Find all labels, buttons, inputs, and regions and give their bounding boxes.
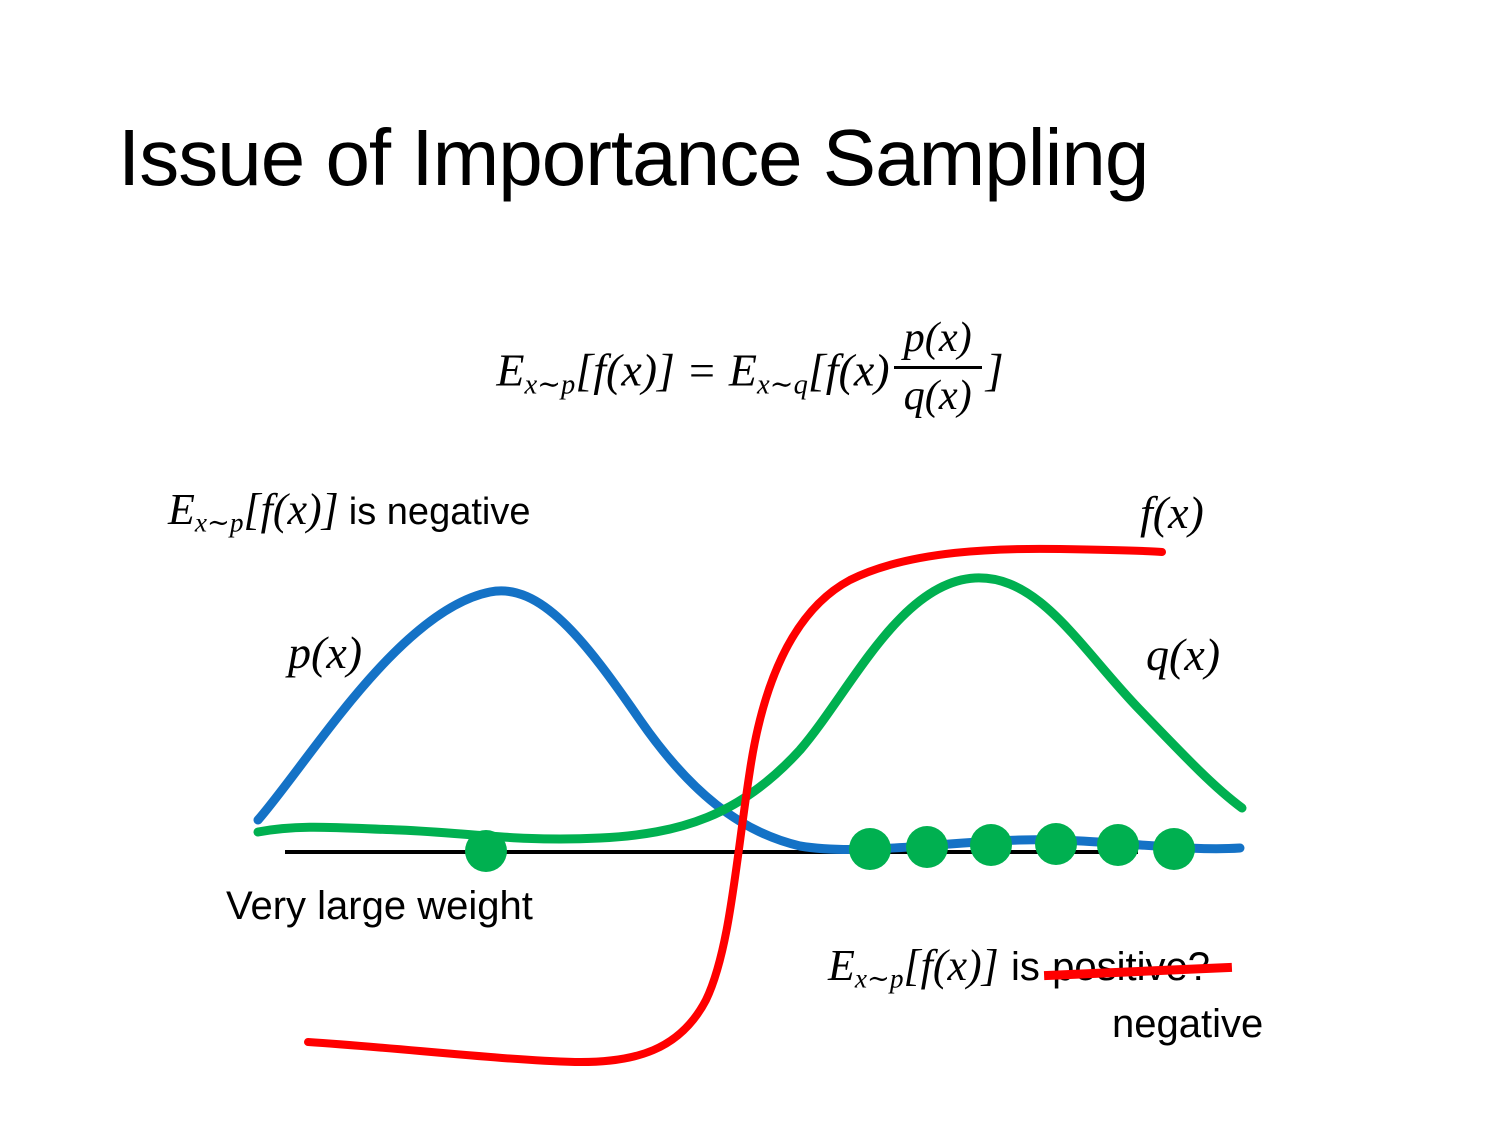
- formula-rhs-close: ]: [985, 344, 1004, 396]
- q-curve: [253, 573, 1247, 844]
- formula-rhs-subscript: x∼q: [757, 369, 808, 401]
- right-expectation-is: is: [1011, 945, 1040, 989]
- p-curve: [253, 586, 1245, 855]
- sample-dot: [1153, 828, 1195, 870]
- left-expectation-tail: is negative: [348, 491, 531, 533]
- f-curve: [304, 544, 1166, 1067]
- right-expectation-subscript: x∼p: [854, 963, 904, 994]
- q-curve-label: q(x): [1146, 629, 1221, 680]
- f-curve-label: f(x): [1140, 487, 1204, 538]
- sample-dot: [906, 826, 948, 868]
- formula-equals-sign: =: [688, 344, 715, 396]
- formula-fraction-numerator: p(x): [893, 314, 982, 369]
- right-expectation-E: E: [828, 941, 855, 990]
- formula-lhs-bracket: [f(x)]: [575, 344, 675, 396]
- sample-dot: [970, 824, 1012, 866]
- left-expectation-label: Ex∼p[f(x)] is negative: [168, 484, 530, 539]
- formula-lhs-E: E: [496, 344, 525, 396]
- answer-negative-label: negative: [1112, 1002, 1264, 1046]
- formula-lhs-subscript: x∼p: [524, 369, 576, 401]
- formula-fraction: p(x) q(x): [893, 314, 982, 420]
- formula-fraction-denominator: q(x): [903, 371, 972, 419]
- sample-dot: [1035, 823, 1077, 865]
- sample-dot: [849, 828, 891, 870]
- formula-rhs-E: E: [728, 344, 758, 396]
- sample-dot: [1097, 824, 1139, 866]
- importance-sampling-formula: Ex∼p[f(x)] = Ex∼q[f(x) p(x) q(x)]: [0, 314, 1500, 428]
- very-large-weight-label: Very large weight: [226, 884, 533, 928]
- left-expectation-E: E: [168, 485, 195, 534]
- slide-title: Issue of Importance Sampling: [118, 113, 1149, 202]
- left-sample-dot: [465, 830, 507, 872]
- struck-word-positive: positive?: [1044, 945, 1233, 990]
- left-expectation-subscript: x∼p: [194, 507, 244, 538]
- right-expectation-label: Ex∼p[f(x)] is positive?: [828, 940, 1233, 995]
- right-expectation-bracket: [f(x)]: [903, 941, 999, 990]
- left-expectation-bracket: [f(x)]: [243, 485, 339, 534]
- p-curve-label: p(x): [288, 627, 363, 678]
- formula-rhs-open: [f(x): [807, 344, 890, 396]
